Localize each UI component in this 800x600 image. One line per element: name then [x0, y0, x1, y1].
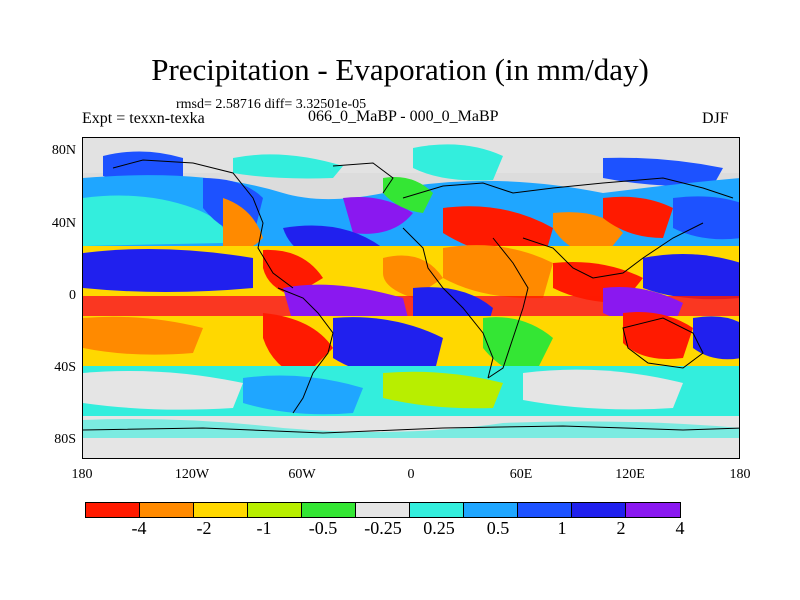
colorbar-label: 0.25 — [423, 518, 455, 538]
coast-africa-east — [487, 237, 529, 379]
colorbar — [85, 502, 681, 518]
stats-text: rmsd= 2.58716 diff= 3.32501e-05 — [176, 97, 367, 112]
colorbar-swatch — [518, 503, 572, 517]
y-tick-label: 40N — [51, 216, 76, 231]
field-patch — [643, 254, 739, 300]
coast-asia-south — [522, 222, 704, 279]
field-patch — [413, 144, 503, 181]
field-patch — [673, 196, 739, 240]
colorbar-label: -1 — [256, 518, 272, 538]
field-patch — [693, 316, 739, 360]
field-patch — [263, 249, 323, 296]
experiment-label: Expt = texxn-texka — [82, 110, 205, 127]
field-patch — [333, 317, 443, 379]
field-patch — [83, 195, 225, 246]
y-tick-label: 80N — [51, 143, 76, 158]
season-label: DJF — [702, 110, 729, 127]
field-patch — [483, 317, 553, 378]
map-field — [83, 138, 739, 458]
period-label: 066_0_MaBP - 000_0_MaBP — [308, 108, 499, 125]
field-patch — [83, 316, 203, 355]
field-patch — [343, 197, 413, 234]
colorbar-swatch — [248, 503, 302, 517]
colorbar-swatch — [194, 503, 248, 517]
colorbar-label: -0.25 — [364, 518, 402, 538]
coast-south-america — [277, 287, 334, 414]
x-tick-label: 180 — [729, 467, 751, 482]
x-tick-label: 120E — [615, 467, 645, 482]
colorbar-swatch — [410, 503, 464, 517]
colorbar-swatch — [626, 503, 680, 517]
figure-title: Precipitation - Evaporation (in mm/day) — [151, 52, 649, 87]
field-patch — [263, 313, 333, 378]
field-patch — [523, 369, 683, 410]
y-tick-label: 0 — [69, 288, 76, 303]
field-patch — [103, 151, 183, 183]
field-patch — [233, 154, 343, 179]
field-band-equator — [83, 296, 739, 316]
coastlines — [83, 159, 739, 434]
colorbar-label: 4 — [675, 518, 685, 538]
coast-africa-west — [402, 227, 494, 379]
colorbar-label: 2 — [616, 518, 626, 538]
colorbar-swatch — [140, 503, 194, 517]
colorbar-label: -2 — [196, 518, 212, 538]
field-patch — [603, 196, 673, 238]
field-patch — [83, 419, 739, 438]
coast-australia — [622, 317, 704, 369]
x-tick-label: 180 — [71, 467, 93, 482]
x-tick-label: 60W — [288, 467, 316, 482]
y-tick-label: 80S — [54, 432, 76, 447]
coast-north-america — [112, 159, 294, 289]
colorbar-swatch — [464, 503, 518, 517]
field-patch — [603, 157, 723, 187]
colorbar-label: -0.5 — [308, 518, 338, 538]
field-patch — [383, 371, 503, 409]
colorbar-label: -4 — [131, 518, 147, 538]
colorbar-label: 1 — [557, 518, 567, 538]
field-patch — [83, 370, 243, 410]
colorbar-label: 0.5 — [486, 518, 510, 538]
coast-antarctica — [83, 425, 739, 434]
field-patch — [443, 245, 553, 299]
colorbar-swatch — [356, 503, 410, 517]
field-patch — [223, 198, 263, 252]
field-patch — [383, 177, 433, 213]
coast-eurasia-north — [402, 177, 734, 199]
map-panel — [82, 137, 740, 459]
field-patch — [83, 249, 253, 292]
x-tick-label: 60E — [509, 467, 533, 482]
colorbar-swatch — [302, 503, 356, 517]
x-tick-label: 120W — [174, 467, 210, 482]
field-patch — [243, 375, 363, 415]
colorbar-swatch — [86, 503, 140, 517]
x-tick-label: 0 — [407, 467, 415, 482]
colorbar-swatch — [572, 503, 626, 517]
coast-greenland — [332, 162, 394, 194]
y-tick-label: 40S — [54, 360, 76, 375]
